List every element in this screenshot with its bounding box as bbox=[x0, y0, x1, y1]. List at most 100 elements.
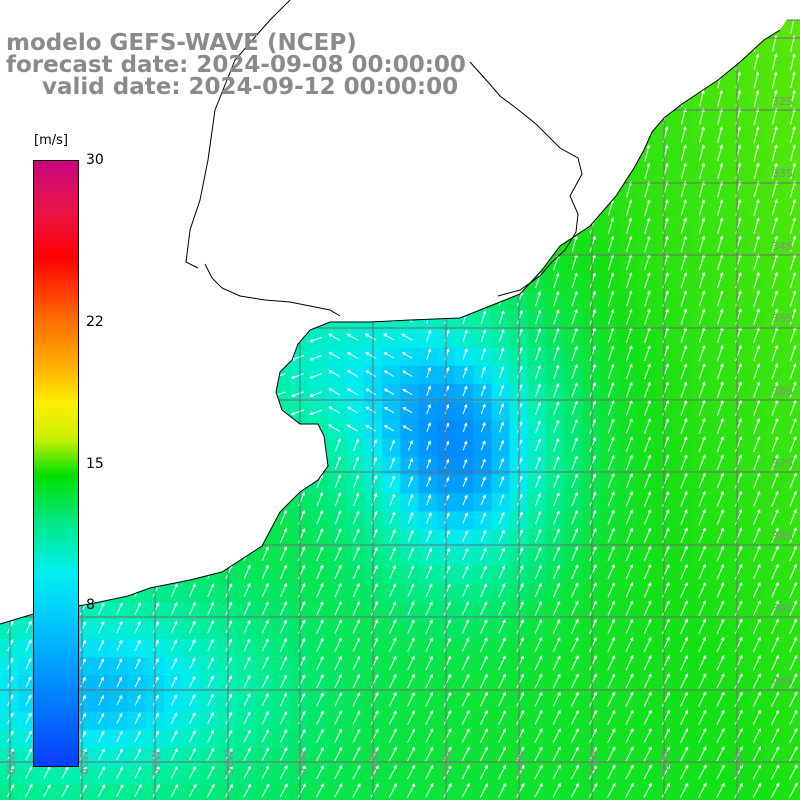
wind-arrow bbox=[170, 730, 178, 743]
wind-arrow bbox=[316, 637, 324, 652]
wind-arrow bbox=[189, 601, 196, 616]
wind-arrow bbox=[261, 747, 270, 761]
wind-arrow bbox=[280, 509, 287, 525]
wind-arrow bbox=[334, 673, 342, 689]
wind-arrow bbox=[225, 619, 233, 634]
wind-arrow bbox=[116, 748, 123, 761]
wind-arrow bbox=[189, 729, 196, 743]
colorbar-tick-label: 22 bbox=[86, 313, 104, 330]
wind-arrow bbox=[316, 509, 324, 525]
lon-label: 54W bbox=[514, 750, 527, 775]
valid-date: valid date: 2024-09-12 00:00:00 bbox=[42, 74, 459, 100]
wind-arrow bbox=[279, 674, 287, 689]
wind-arrow bbox=[279, 564, 288, 580]
wind-arrow bbox=[189, 675, 196, 688]
wind-arrow bbox=[25, 694, 32, 706]
wind-arrow bbox=[261, 711, 269, 725]
wind-arrow bbox=[98, 602, 105, 616]
wind-arrow bbox=[243, 582, 251, 598]
wind-arrow bbox=[134, 730, 141, 743]
lon-label: 56W bbox=[368, 750, 381, 775]
wind-arrow bbox=[261, 656, 269, 670]
wind-arrow bbox=[334, 637, 342, 652]
wind-arrow bbox=[79, 784, 87, 798]
wind-arrow bbox=[79, 730, 87, 743]
wind-arrow bbox=[206, 783, 215, 798]
wind-arrow bbox=[116, 676, 123, 688]
wind-arrow bbox=[334, 600, 342, 616]
wind-arrow bbox=[261, 674, 269, 689]
wind-arrow bbox=[279, 747, 288, 761]
wind-arrow bbox=[334, 564, 342, 580]
wind-arrow bbox=[98, 639, 105, 652]
wind-arrow bbox=[243, 729, 251, 743]
lat-label: 39S bbox=[772, 602, 793, 615]
wind-arrow bbox=[170, 639, 178, 652]
lat-label: 37S bbox=[772, 457, 793, 470]
wind-arrow bbox=[152, 676, 159, 688]
wind-arrow bbox=[316, 491, 324, 507]
wind-arrow bbox=[170, 712, 178, 724]
wind-arrow bbox=[316, 783, 324, 798]
wind-arrow bbox=[80, 658, 86, 670]
wind-arrow bbox=[334, 546, 342, 561]
wind-arrow bbox=[243, 747, 251, 761]
wind-arrow bbox=[98, 676, 104, 688]
wind-arrow bbox=[327, 424, 341, 432]
wind-arrow bbox=[134, 620, 141, 634]
wind-arrow bbox=[316, 674, 324, 689]
wind-arrow bbox=[328, 388, 340, 396]
wind-arrow bbox=[25, 730, 32, 743]
wind-arrow bbox=[189, 638, 196, 652]
wind-arrow bbox=[316, 728, 324, 743]
lon-label: 52W bbox=[659, 750, 672, 775]
wind-arrow bbox=[243, 765, 251, 780]
wind-arrow bbox=[309, 391, 322, 398]
wind-arrow bbox=[207, 693, 214, 706]
wind-arrow bbox=[290, 409, 304, 416]
wind-arrow bbox=[25, 748, 32, 761]
wind-arrow bbox=[152, 694, 159, 706]
lon-label: 61W bbox=[5, 750, 18, 775]
wind-arrow bbox=[25, 657, 32, 670]
wind-arrow bbox=[261, 692, 269, 707]
wind-arrow bbox=[98, 658, 105, 670]
wind-arrow bbox=[309, 373, 322, 379]
lat-label: 32S bbox=[772, 95, 793, 108]
wind-arrow bbox=[188, 765, 197, 779]
wind-arrow bbox=[334, 474, 342, 488]
wind-arrow bbox=[316, 655, 324, 671]
wind-arrow bbox=[207, 729, 214, 743]
wind-arrow bbox=[207, 747, 215, 761]
wind-arrow bbox=[134, 602, 141, 616]
wind-arrow bbox=[316, 564, 324, 580]
wind-arrow bbox=[261, 546, 269, 561]
wind-arrow bbox=[309, 355, 322, 361]
wind-arrow bbox=[243, 783, 251, 798]
wind-arrow bbox=[61, 766, 69, 779]
wind-arrow bbox=[116, 658, 123, 670]
wind-arrow bbox=[225, 765, 233, 780]
colorbar-tick-label: 8 bbox=[86, 597, 95, 614]
wind-arrow bbox=[134, 748, 142, 761]
wind-arrow bbox=[225, 656, 233, 670]
wind-arrow bbox=[189, 657, 196, 670]
wind-arrow bbox=[207, 601, 214, 616]
wind-arrow bbox=[116, 620, 123, 634]
wind-arrow bbox=[134, 712, 141, 724]
wind-arrow bbox=[207, 675, 214, 688]
wind-arrow bbox=[43, 766, 51, 779]
lat-label: 33S bbox=[772, 167, 793, 180]
wind-arrow bbox=[207, 711, 214, 725]
wind-arrow bbox=[98, 620, 105, 634]
wind-arrow bbox=[334, 746, 343, 762]
wind-arrow bbox=[116, 784, 124, 798]
wind-arrow bbox=[334, 438, 341, 452]
wind-arrow bbox=[188, 783, 197, 798]
wind-arrow bbox=[279, 728, 288, 743]
wind-arrow bbox=[152, 730, 160, 743]
wind-cell bbox=[782, 784, 800, 800]
wind-arrow bbox=[61, 784, 69, 798]
wind-arrow bbox=[152, 602, 160, 616]
wind-arrow bbox=[97, 766, 105, 779]
